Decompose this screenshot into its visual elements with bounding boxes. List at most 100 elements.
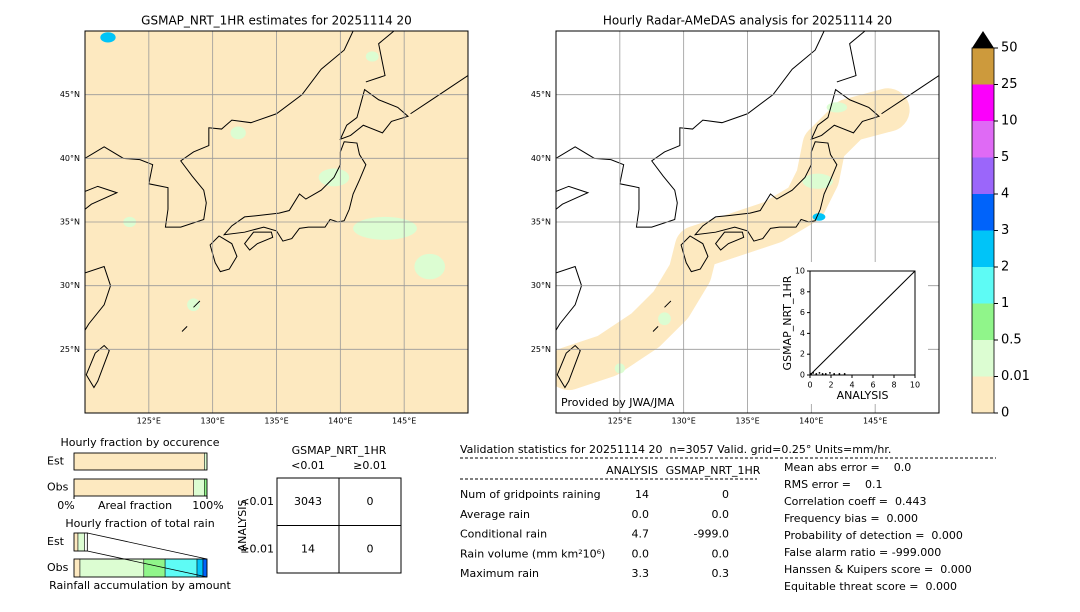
colorbar-label: 2 <box>1001 260 1009 275</box>
analysis-domain <box>556 88 910 391</box>
colorbar-segment <box>972 230 994 267</box>
stat-value: -999.0 <box>694 528 729 541</box>
score: Hanssen & Kuipers score = 0.000 <box>784 563 972 576</box>
rain-area <box>802 173 834 189</box>
colorbar-segment <box>972 48 994 85</box>
score: Mean abs error = 0.0 <box>784 461 911 474</box>
y-tick-label: 10 <box>795 267 805 276</box>
stat-value: 0.0 <box>632 508 650 521</box>
row-header: ≥0.01 <box>240 542 274 555</box>
score: Correlation coeff = 0.443 <box>784 495 926 508</box>
x-tick-label: 145°E <box>863 417 887 426</box>
x-tick-label: 0% <box>57 499 74 512</box>
inset-frame <box>809 270 916 376</box>
colorbar-label: 3 <box>1001 223 1009 238</box>
scatter-point <box>810 373 812 375</box>
x-tick-label: 6 <box>870 381 875 390</box>
cell-value: 3043 <box>294 495 322 508</box>
rain-area <box>812 213 826 221</box>
bar-frame <box>73 478 208 497</box>
x-tick-label: 4 <box>849 381 854 390</box>
y-tick-label: 35°N <box>531 218 551 227</box>
chart-title: Hourly fraction by occurence <box>61 436 220 449</box>
score: False alarm ratio = -999.000 <box>784 546 941 559</box>
colorbar-label: 0.01 <box>1001 369 1030 384</box>
y-tick-label: 25°N <box>60 345 80 354</box>
map-title: Hourly Radar-AMeDAS analysis for 2025111… <box>603 14 892 28</box>
rain-area <box>230 126 246 140</box>
rain-area <box>365 51 379 62</box>
x-tick-label: 8 <box>891 381 896 390</box>
map-title: GSMAP_NRT_1HR estimates for 20251114 20 <box>141 14 412 28</box>
column-header: ANALYSIS <box>606 464 658 477</box>
stat-value: 14 <box>635 488 649 501</box>
chart-title: Hourly fraction of total rain <box>65 517 214 530</box>
stat-label: Rain volume (mm km²10⁶) <box>460 547 605 560</box>
colorbar-label: 50 <box>1001 41 1018 56</box>
scatter-point <box>829 372 831 374</box>
colorbar-label: 1 <box>1001 296 1009 311</box>
y-tick-label: 25°N <box>531 345 551 354</box>
y-tick-label: 2 <box>800 350 805 359</box>
stat-value: 4.7 <box>632 528 650 541</box>
y-tick-label: 4 <box>800 329 805 338</box>
stats-header: Validation statistics for 20251114 20 n=… <box>460 443 891 456</box>
scatter-point <box>833 373 836 375</box>
table-title: GSMAP_NRT_1HR <box>292 444 387 457</box>
colorbar-segment <box>972 157 994 194</box>
bar-segment <box>79 558 145 578</box>
cell-value: 0 <box>367 542 374 555</box>
rain-area <box>658 312 671 326</box>
score: Probability of detection = 0.000 <box>784 529 963 542</box>
stat-label: Maximum rain <box>460 567 539 580</box>
bar-segment <box>73 558 81 578</box>
bar-frame <box>73 532 88 552</box>
colorbar-label: 0.5 <box>1001 333 1022 348</box>
x-tick-label: 130°E <box>672 417 696 426</box>
y-tick-label: 35°N <box>60 218 80 227</box>
scatter-point <box>812 372 815 374</box>
x-tick-label: 145°E <box>392 417 416 426</box>
x-tick-label: 125°E <box>137 417 161 426</box>
row-label: Est <box>47 455 65 468</box>
row-header: <0.01 <box>240 495 274 508</box>
stat-value: 0.0 <box>632 547 650 560</box>
connector <box>87 550 208 578</box>
bar-segment <box>164 558 198 578</box>
colorbar-label: 4 <box>1001 187 1009 202</box>
stat-label: Num of gridpoints raining <box>460 488 601 501</box>
score: RMS error = 0.1 <box>784 478 882 491</box>
colorbar-segment <box>972 194 994 231</box>
x-tick-label: 135°E <box>735 417 759 426</box>
colorbar-segment <box>972 340 994 377</box>
bar-frame <box>73 452 208 471</box>
stat-value: 0.0 <box>712 547 730 560</box>
bar-segment <box>77 532 85 552</box>
y-tick-label: 8 <box>800 287 805 296</box>
x-axis-label: ANALYSIS <box>837 389 889 402</box>
bar-segment <box>143 558 166 578</box>
map-area <box>85 31 468 413</box>
colorbar-label: 0 <box>1001 406 1009 421</box>
y-tick-label: 40°N <box>60 154 80 163</box>
bar-segment <box>202 558 208 578</box>
bar-segment <box>73 452 205 471</box>
scatter-point <box>838 373 841 375</box>
stat-label: Conditional rain <box>460 528 547 541</box>
stat-value: 3.3 <box>632 567 650 580</box>
rain-area <box>100 32 116 43</box>
x-tick-label: 125°E <box>608 417 632 426</box>
x-tick-label: 100% <box>192 499 223 512</box>
x-tick-label: 10 <box>910 381 920 390</box>
bar-segment <box>193 478 205 497</box>
colorbar-segment <box>972 84 994 121</box>
colorbar-label: 25 <box>1001 77 1018 92</box>
map-layer <box>556 31 939 388</box>
x-tick-label: 2 <box>828 381 833 390</box>
column-header: GSMAP_NRT_1HR <box>666 464 761 477</box>
bar-segment <box>73 532 79 552</box>
scatter-point <box>843 373 846 375</box>
row-label: Est <box>47 535 65 548</box>
x-axis-label: Areal fraction <box>98 499 172 512</box>
